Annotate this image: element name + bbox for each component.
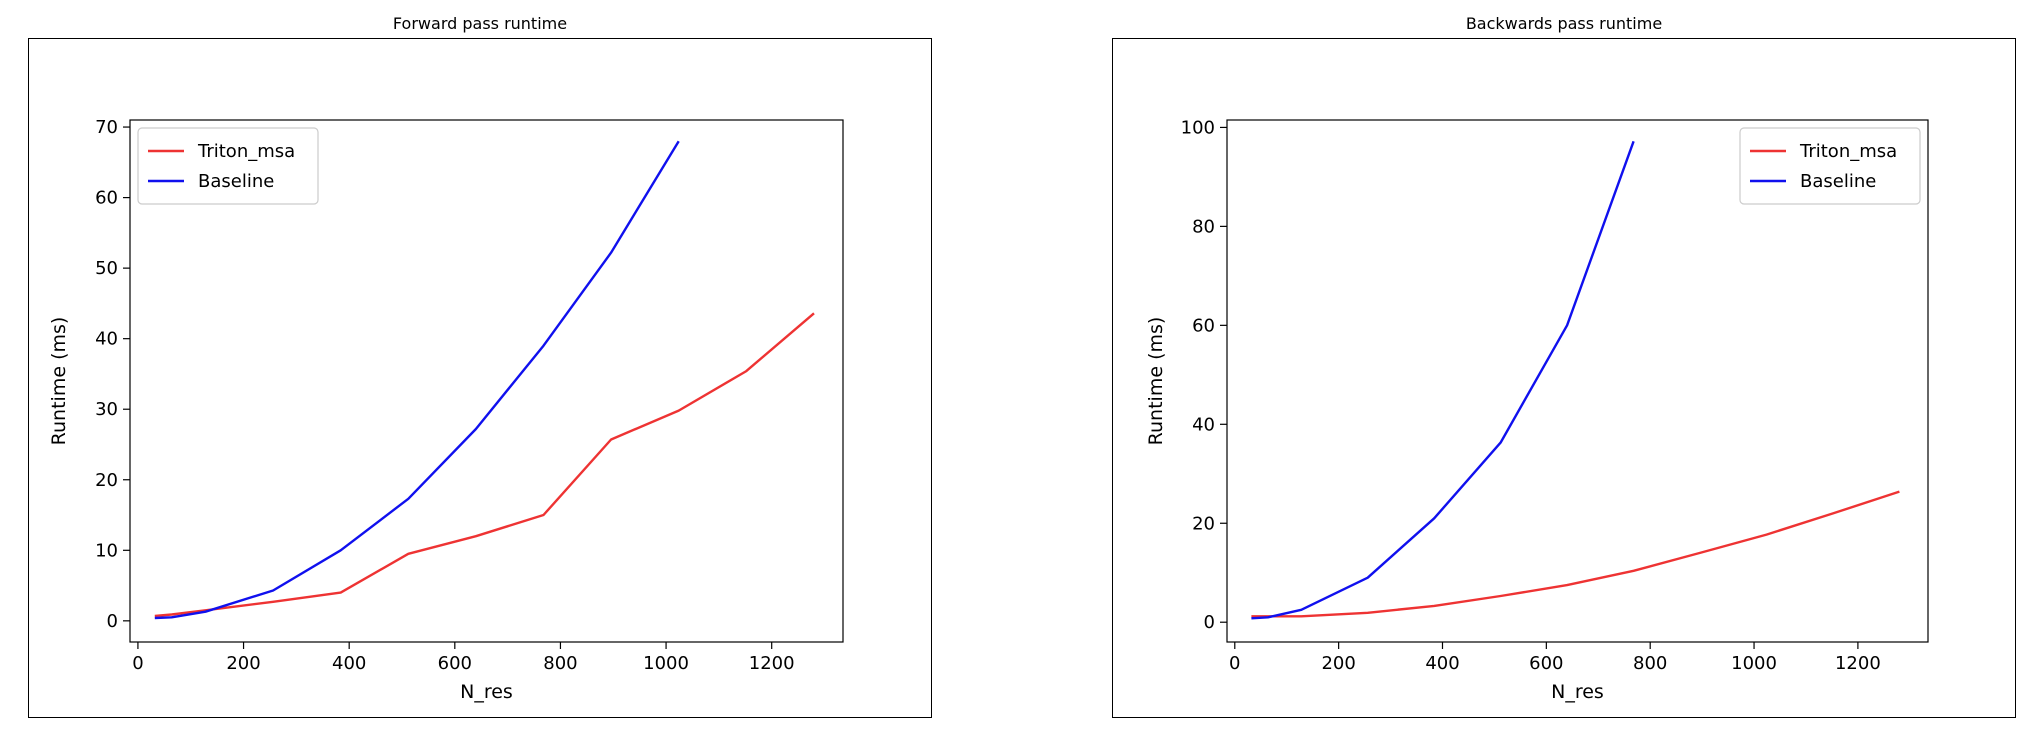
x-tick-label: 400 <box>332 653 366 674</box>
x-tick-label: 1000 <box>1731 653 1777 674</box>
x-tick-label: 0 <box>132 653 143 674</box>
x-tick-label: 600 <box>438 653 472 674</box>
y-tick-label: 40 <box>95 329 118 350</box>
series-line-baseline <box>1251 140 1635 620</box>
legend-box <box>1739 127 1921 205</box>
series-line-baseline <box>154 140 680 620</box>
chart-title: Forward pass runtime <box>392 14 568 33</box>
forward-chart-panel: Forward pass runtime 0 200 400 600 800 1000 12… <box>0 0 960 742</box>
y-axis-label: Runtime (ms) <box>1145 317 1167 446</box>
series-line-triton-msa <box>154 312 815 618</box>
backward-plot-svg: 0 200 400 600 800 1000 1200 0 20 40 60 80 100 N_res Ru… <box>1145 117 1929 703</box>
y-tick-label: 80 <box>1192 216 1215 237</box>
y-tick-label: 40 <box>1192 414 1215 435</box>
y-axis-label: Runtime (ms) <box>48 317 70 446</box>
x-tick-label: 1000 <box>643 653 689 674</box>
legend-label: Triton_msa <box>197 141 295 162</box>
series-line-triton-msa <box>1251 490 1900 618</box>
y-tick-label: 20 <box>95 470 118 491</box>
x-axis-label: N_res <box>460 681 513 703</box>
y-tick-label: 50 <box>95 258 118 279</box>
chart-title: Backwards pass runtime <box>1465 14 1663 33</box>
x-tick-label: 200 <box>226 653 260 674</box>
y-tick-label: 0 <box>1204 612 1215 633</box>
axes-box <box>129 119 844 643</box>
legend-label: Triton_msa <box>1799 141 1897 162</box>
legend-label: Baseline <box>1800 171 1876 192</box>
x-tick-label: 0 <box>1229 653 1240 674</box>
y-tick-label: 30 <box>95 399 118 420</box>
axes-box <box>1226 119 1929 643</box>
backward-chart-panel: Backwards pass runtime 0 200 400 600 800 1000… <box>1084 0 2028 742</box>
legend-box <box>137 127 319 205</box>
x-tick-label: 800 <box>1633 653 1667 674</box>
x-axis-label: N_res <box>1551 681 1604 703</box>
x-tick-label: 400 <box>1425 653 1459 674</box>
x-tick-label: 200 <box>1321 653 1355 674</box>
forward-plot-svg: 0 200 400 600 800 1000 1200 0 10 20 30 40 50 60 70 N_re… <box>48 117 844 703</box>
x-tick-label: 1200 <box>749 653 795 674</box>
x-tick-label: 800 <box>543 653 577 674</box>
x-tick-label: 1200 <box>1835 653 1881 674</box>
y-tick-label: 100 <box>1181 117 1215 138</box>
y-tick-label: 60 <box>95 188 118 209</box>
y-tick-label: 70 <box>95 117 118 138</box>
y-tick-label: 20 <box>1192 513 1215 534</box>
y-tick-label: 60 <box>1192 315 1215 336</box>
y-tick-label: 10 <box>95 540 118 561</box>
x-tick-label: 600 <box>1529 653 1563 674</box>
y-tick-label: 0 <box>107 611 118 632</box>
legend-label: Baseline <box>198 171 274 192</box>
